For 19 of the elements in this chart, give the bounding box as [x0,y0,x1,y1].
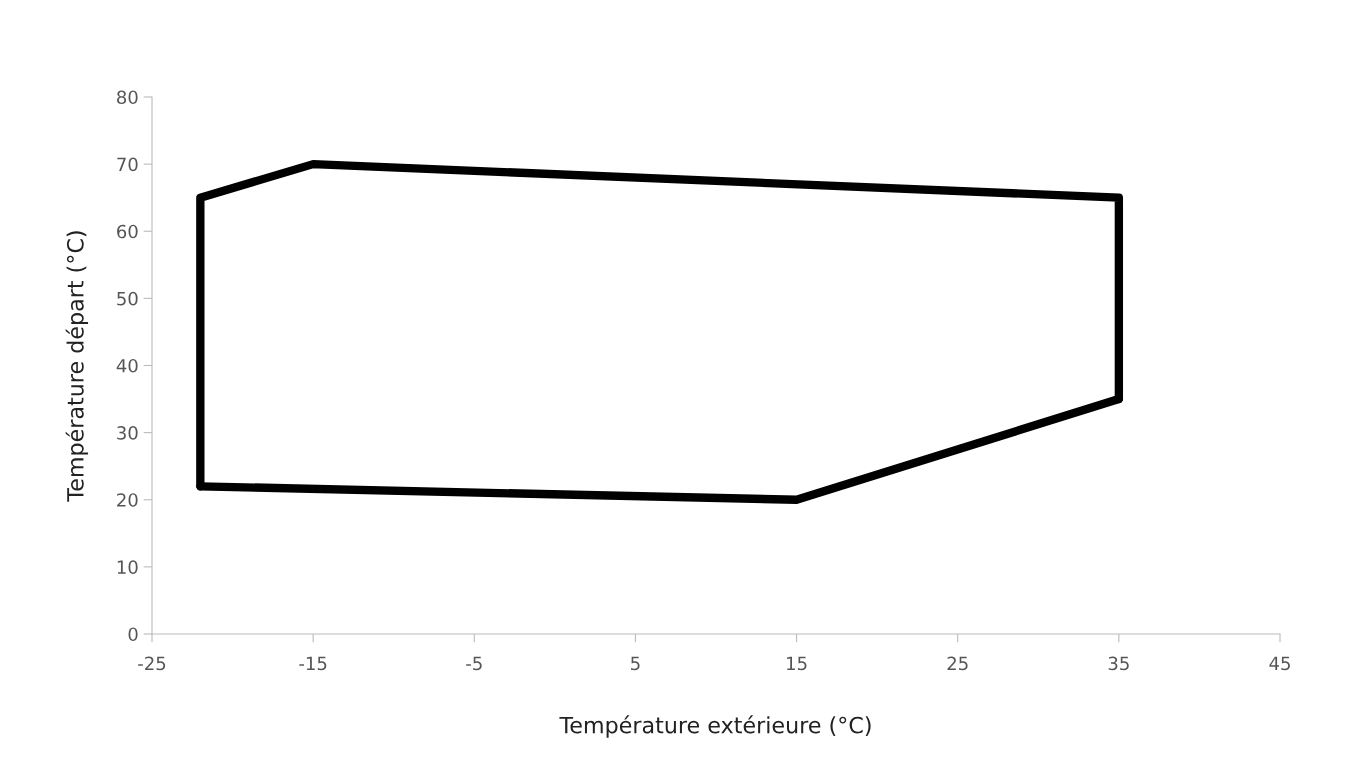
y-tick-label: 70 [117,157,138,172]
y-tick-label: 80 [117,90,138,105]
y-tick-label: 30 [117,426,138,440]
y-tick-label: 20 [117,493,138,507]
x-tick-label: -15 [299,656,327,671]
y-tick-label: 40 [116,358,138,373]
x-tick-label: 25 [947,656,968,671]
x-tick-label: 5 [631,656,640,671]
y-tick-label: 10 [117,560,138,574]
x-axis-title: Température extérieure (°C) [559,715,871,738]
x-tick-label: 45 [1269,656,1290,671]
x-tick-label: -25 [138,656,166,671]
x-tick-label: 35 [1108,656,1129,671]
y-tick-label: 50 [117,291,138,306]
x-tick-label: 15 [787,656,807,671]
y-tick-label: 0 [128,627,138,642]
y-axis-title: Température départ (°C) [65,231,89,502]
x-tick-label: -5 [466,656,482,671]
y-tick-label: 60 [117,224,138,239]
